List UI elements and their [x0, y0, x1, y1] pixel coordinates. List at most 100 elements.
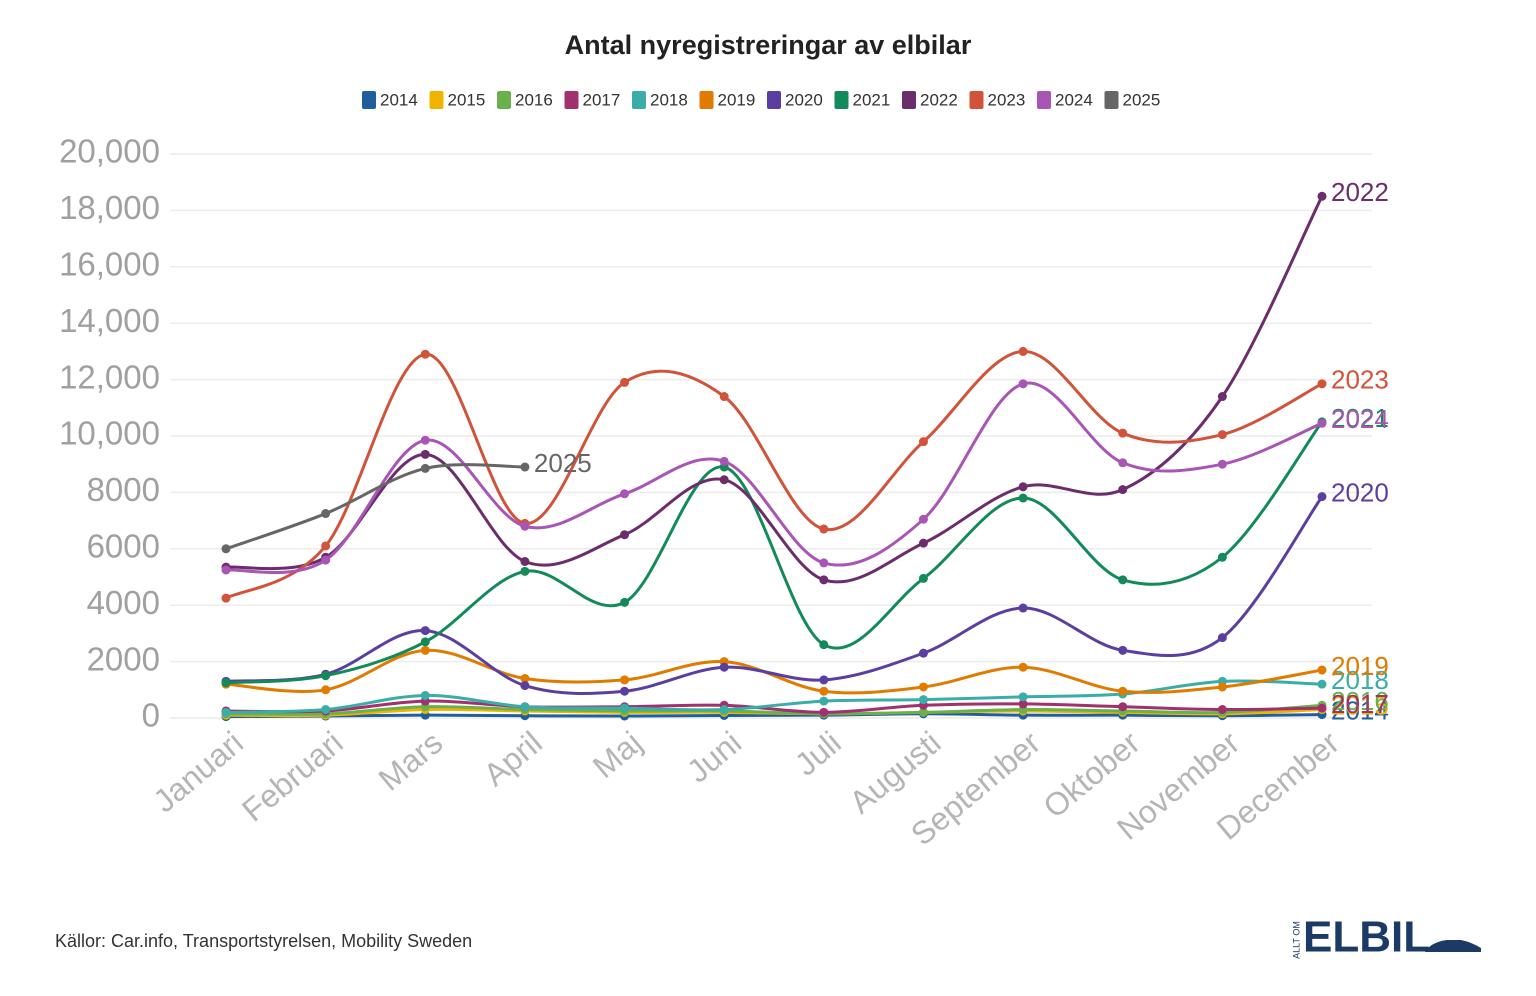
data-point: [520, 681, 530, 691]
data-point: [321, 685, 331, 695]
logo-tag: ALLT OM: [1291, 921, 1301, 959]
data-point: [918, 682, 928, 692]
legend-swatch: [902, 91, 916, 109]
data-point: [819, 524, 829, 534]
legend-swatch: [969, 91, 984, 109]
end-label: 2019: [1331, 651, 1389, 681]
y-tick-label: 14,000: [59, 302, 160, 339]
data-point: [221, 593, 231, 603]
data-point: [620, 377, 630, 387]
x-tick-label: Januari: [146, 724, 250, 819]
legend-label: 2022: [920, 90, 958, 109]
series-line: [225, 349, 1323, 600]
y-tick-label: 2000: [87, 640, 160, 677]
data-point: [1317, 703, 1327, 713]
data-point: [620, 597, 630, 607]
data-point: [1317, 379, 1327, 389]
data-point: [221, 707, 231, 717]
legend-label: 2016: [515, 90, 553, 109]
y-tick-label: 4000: [87, 584, 160, 621]
end-label: 2014: [1331, 695, 1389, 725]
data-point: [819, 558, 829, 568]
data-point: [1018, 346, 1028, 356]
legend-label: 2014: [380, 90, 418, 109]
x-tick-label: Februari: [235, 724, 349, 828]
data-point: [719, 475, 729, 485]
data-point: [1217, 682, 1227, 692]
y-tick-label: 20,000: [59, 133, 160, 170]
data-point: [719, 662, 729, 672]
x-tick-label: April: [477, 724, 549, 793]
data-point: [819, 707, 829, 717]
end-label: 2022: [1331, 177, 1389, 207]
source: Källor: Car.info, Transportstyrelsen, Mo…: [55, 931, 472, 951]
legend-swatch: [1037, 91, 1051, 109]
data-point: [918, 573, 928, 583]
data-point: [719, 392, 729, 402]
legend-swatch: [429, 91, 444, 109]
data-point: [1217, 430, 1227, 440]
series-line: [225, 421, 1324, 685]
end-label: 2021: [1331, 403, 1389, 433]
legend-label: 2015: [448, 90, 486, 109]
data-point: [520, 702, 530, 712]
legend-label: 2020: [785, 90, 823, 109]
legend-swatch: [564, 91, 579, 109]
series-line: [225, 712, 1323, 719]
data-point: [321, 555, 331, 565]
legend-label: 2017: [583, 90, 621, 109]
data-point: [1018, 662, 1028, 672]
x-tick-label: Mars: [372, 724, 450, 797]
chart-title: Antal nyregistreringar av elbilar: [565, 30, 972, 60]
data-point: [420, 690, 430, 700]
data-point: [1317, 665, 1327, 675]
data-point: [1118, 428, 1128, 438]
series-line: [225, 463, 525, 551]
data-point: [1118, 458, 1128, 468]
data-point: [1217, 459, 1227, 469]
end-label: 2024: [1331, 404, 1389, 434]
data-point: [520, 521, 530, 531]
series-line: [225, 195, 1324, 584]
data-point: [1217, 392, 1227, 402]
legend-label: 2024: [1055, 90, 1093, 109]
data-point: [1317, 492, 1327, 502]
end-label: 2020: [1331, 478, 1389, 508]
end-label: 2016: [1331, 686, 1389, 716]
end-label: 2023: [1331, 365, 1389, 395]
data-point: [520, 566, 530, 576]
end-label: 2025: [534, 448, 592, 478]
data-point: [221, 565, 231, 575]
data-point: [918, 707, 928, 717]
series-line: [225, 648, 1323, 695]
data-point: [620, 489, 630, 499]
legend-swatch: [1104, 91, 1119, 109]
data-point: [1118, 645, 1128, 655]
y-tick-label: 8000: [87, 471, 160, 508]
data-point: [420, 645, 430, 655]
x-tick-label: Juli: [788, 724, 848, 782]
data-point: [420, 349, 430, 359]
legend-label: 2019: [718, 90, 756, 109]
y-tick-label: 10,000: [59, 415, 160, 452]
data-point: [918, 648, 928, 658]
data-point: [1217, 552, 1227, 562]
end-label: 2018: [1331, 665, 1389, 695]
data-point: [1118, 575, 1128, 585]
data-point: [620, 686, 630, 696]
data-point: [321, 671, 331, 681]
data-point: [1018, 482, 1028, 492]
data-point: [1018, 692, 1028, 702]
data-point: [221, 544, 231, 554]
end-label: 2015: [1331, 690, 1389, 720]
x-tick-label: Maj: [586, 724, 649, 785]
legend-swatch: [834, 91, 849, 109]
data-point: [1018, 699, 1028, 709]
y-tick-label: 18,000: [59, 189, 160, 226]
series-line: [225, 703, 1323, 716]
data-point: [719, 705, 729, 715]
data-point: [1317, 679, 1327, 689]
data-point: [918, 695, 928, 705]
